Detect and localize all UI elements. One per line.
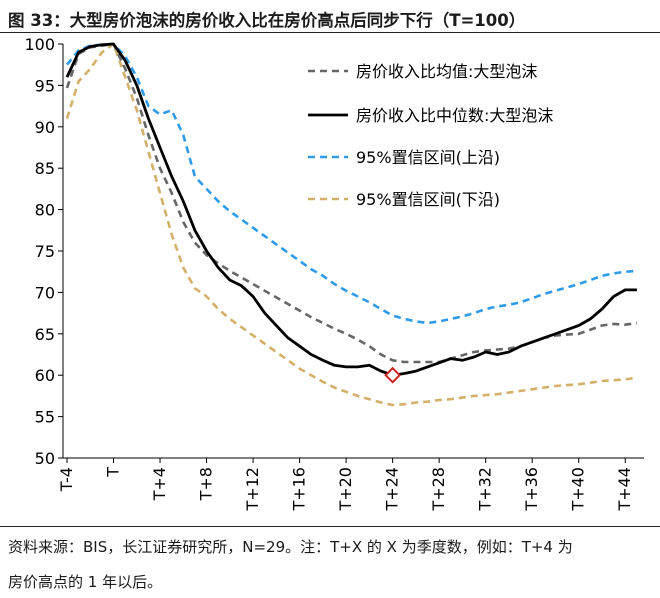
x-tick-label: T+32 bbox=[476, 467, 495, 512]
y-tick-label: 55 bbox=[35, 408, 55, 427]
y-tick-label: 100 bbox=[24, 35, 55, 54]
legend-label: 房价收入比中位数:大型泡沫 bbox=[356, 106, 553, 125]
y-tick-label: 60 bbox=[35, 366, 55, 385]
y-tick-label: 90 bbox=[35, 118, 55, 137]
x-tick-label: T+44 bbox=[615, 467, 634, 512]
title-divider bbox=[0, 32, 660, 33]
y-tick-label: 65 bbox=[35, 325, 55, 344]
legend-label: 95%置信区间(上沿) bbox=[356, 148, 500, 167]
x-tick-label: T+8 bbox=[197, 467, 216, 501]
chart-axes: 50 55 60 65 70 75 80 85 90 95 100 T-4 T T+4 T+8 T+12 T+1… bbox=[24, 35, 644, 512]
source-note-continued: 房价高点的 1 年以后。 bbox=[8, 573, 163, 591]
chart-markers bbox=[384, 366, 402, 384]
x-tick-label: T bbox=[104, 467, 123, 478]
y-tick-label: 95 bbox=[35, 76, 55, 95]
x-tick-label: T+40 bbox=[569, 467, 588, 512]
y-tick-label: 75 bbox=[35, 242, 55, 261]
x-tick-label: T+16 bbox=[290, 467, 309, 512]
series-line-4 bbox=[65, 42, 638, 407]
x-tick-label: T+12 bbox=[243, 467, 262, 512]
source-note: 资料来源：BIS，长江证券研究所，N=29。注：T+X 的 X 为季度数，例如：… bbox=[8, 538, 573, 556]
legend-label: 房价收入比均值:大型泡沫 bbox=[356, 62, 537, 81]
x-tick-label: T+4 bbox=[150, 467, 169, 501]
series-line-2 bbox=[65, 42, 637, 377]
x-tick-label: T+24 bbox=[383, 467, 402, 512]
x-tick-label: T+36 bbox=[522, 467, 541, 512]
x-tick-label: T-4 bbox=[57, 467, 76, 492]
y-tick-label: 70 bbox=[35, 283, 55, 302]
x-tick-label: T+28 bbox=[429, 467, 448, 512]
y-tick-label: 50 bbox=[35, 449, 55, 468]
chart-series bbox=[65, 42, 638, 407]
y-tick-label: 85 bbox=[35, 159, 55, 178]
x-tick-label: T+20 bbox=[336, 467, 355, 512]
highlight-marker bbox=[384, 366, 402, 384]
legend-label: 95%置信区间(下沿) bbox=[356, 190, 500, 209]
series-line-1 bbox=[65, 42, 638, 364]
series-line-3 bbox=[65, 42, 637, 325]
y-tick-label: 80 bbox=[35, 201, 55, 220]
footer-divider bbox=[0, 526, 660, 527]
chart-title: 图 33：大型房价泡沫的房价收入比在房价高点后同步下行（T=100） bbox=[8, 11, 526, 30]
